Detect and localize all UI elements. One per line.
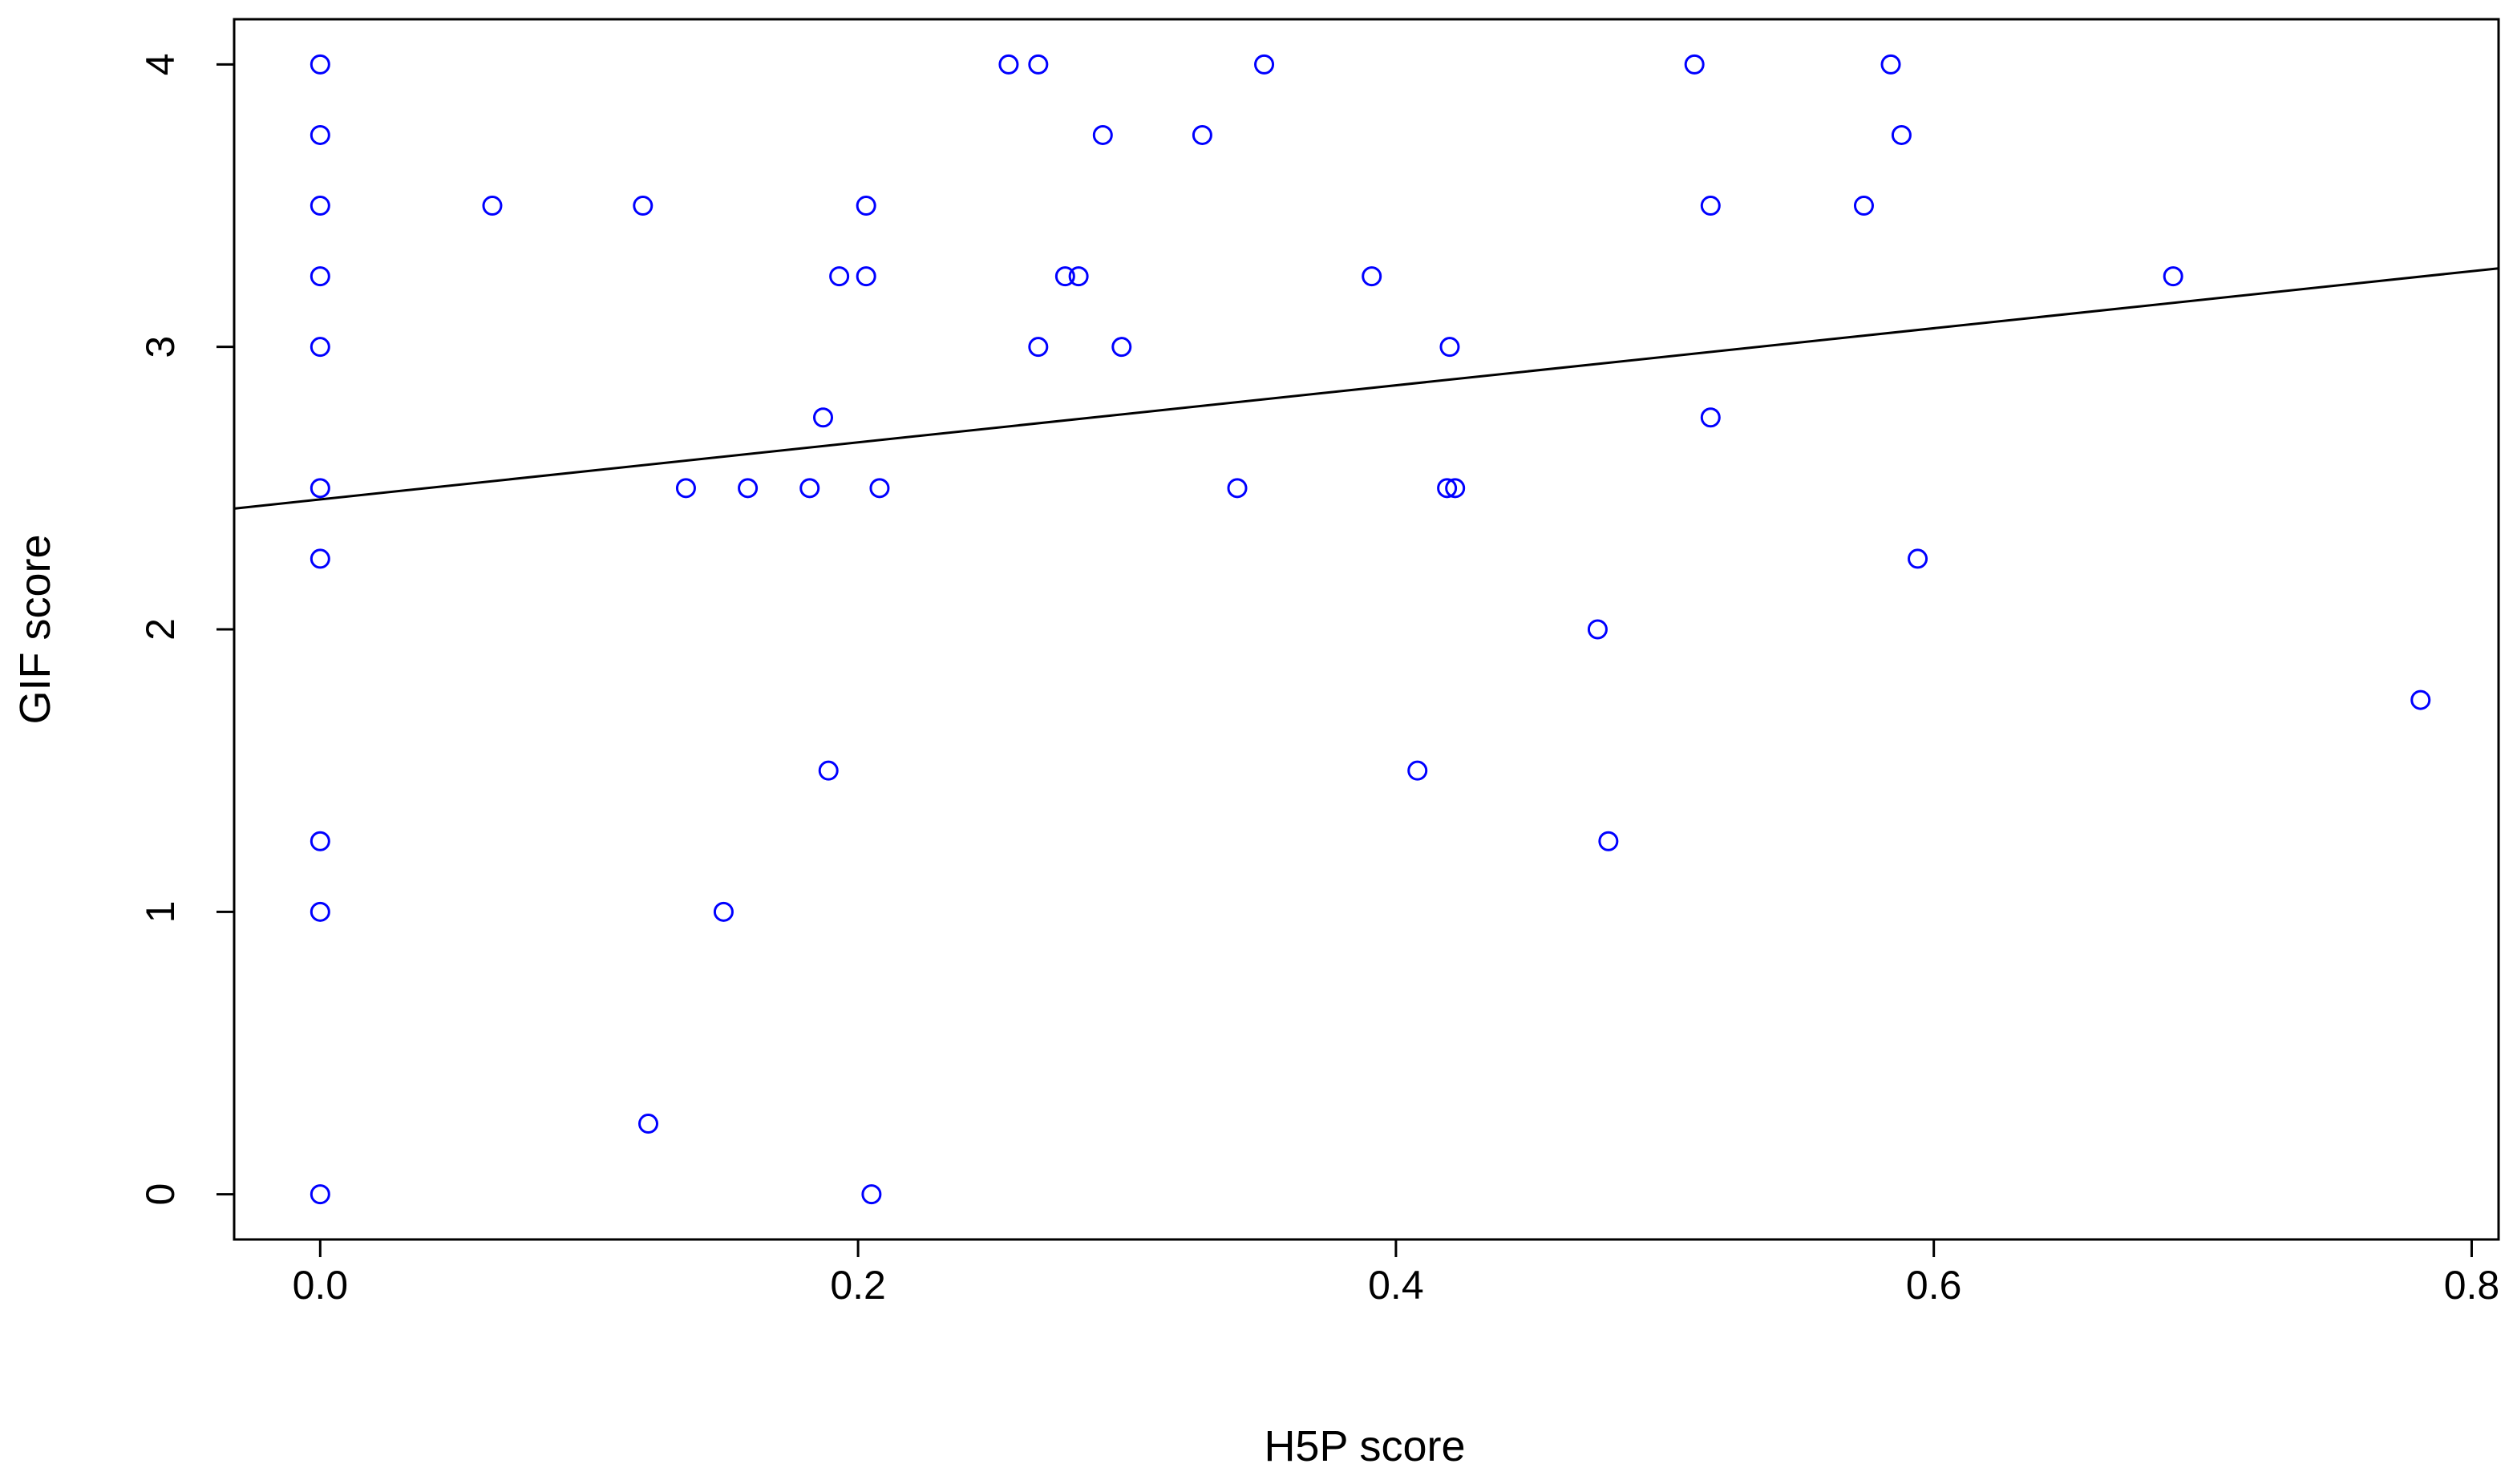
data-point xyxy=(1684,54,1705,75)
data-point xyxy=(856,196,876,216)
data-point xyxy=(861,1184,882,1205)
data-point xyxy=(310,1184,330,1205)
data-point xyxy=(1092,124,1113,145)
y-tick-label: 2 xyxy=(138,618,183,641)
data-point xyxy=(310,54,330,75)
y-tick-label: 3 xyxy=(138,336,183,358)
data-point xyxy=(818,760,839,781)
data-point xyxy=(675,478,696,499)
data-point xyxy=(1407,760,1428,781)
data-point xyxy=(1587,619,1608,640)
data-point xyxy=(799,478,820,499)
data-point xyxy=(738,478,759,499)
y-axis-label: GIF score xyxy=(11,534,59,724)
data-point xyxy=(310,478,330,499)
x-axis: 0.0 0.2 0.4 0.6 0.8 xyxy=(293,1239,2500,1308)
data-point xyxy=(1598,831,1619,851)
data-point xyxy=(1853,196,1874,216)
data-point xyxy=(1111,337,1132,358)
plot-frame xyxy=(233,18,2500,1241)
data-point xyxy=(1445,478,1466,499)
data-point xyxy=(713,901,734,922)
data-point xyxy=(1054,266,1075,287)
data-point xyxy=(1068,266,1089,287)
data-point xyxy=(1908,548,1928,569)
data-point xyxy=(1028,54,1049,75)
data-point xyxy=(638,1114,659,1134)
data-point xyxy=(2163,266,2183,287)
data-point xyxy=(310,337,330,358)
data-point xyxy=(310,266,330,287)
data-point xyxy=(869,478,890,499)
data-point xyxy=(1227,478,1248,499)
data-point xyxy=(2410,689,2431,710)
x-tick-label: 0.8 xyxy=(2444,1263,2500,1308)
x-tick-label: 0.2 xyxy=(830,1263,886,1308)
y-tick-label: 0 xyxy=(138,1183,183,1206)
x-tick-label: 0.4 xyxy=(1368,1263,1424,1308)
data-point xyxy=(998,54,1019,75)
data-point xyxy=(310,196,330,216)
data-point xyxy=(482,196,503,216)
data-points xyxy=(310,54,2431,1205)
data-point xyxy=(1880,54,1901,75)
data-point xyxy=(310,901,330,922)
x-tick-label: 0.0 xyxy=(293,1263,349,1308)
data-point xyxy=(1439,337,1460,358)
x-axis-label: H5P score xyxy=(1264,1422,1465,1470)
y-axis: 0 1 2 3 4 xyxy=(138,53,234,1206)
data-point xyxy=(633,196,654,216)
data-point xyxy=(1362,266,1382,287)
y-tick-label: 1 xyxy=(138,900,183,923)
data-point xyxy=(1192,124,1212,145)
regression-line xyxy=(233,267,2499,510)
x-tick-label: 0.6 xyxy=(1906,1263,1962,1308)
data-point xyxy=(310,124,330,145)
data-point xyxy=(856,266,876,287)
data-point xyxy=(1700,407,1721,428)
data-point xyxy=(813,407,834,428)
data-point xyxy=(1891,124,1912,145)
data-point xyxy=(310,831,330,851)
data-point xyxy=(1700,196,1721,216)
regression-line-layer xyxy=(233,267,2499,510)
data-point xyxy=(1254,54,1275,75)
data-point xyxy=(829,266,850,287)
data-point xyxy=(1028,337,1049,358)
y-tick-label: 4 xyxy=(138,53,183,75)
data-point xyxy=(1437,478,1458,499)
data-point xyxy=(310,548,330,569)
